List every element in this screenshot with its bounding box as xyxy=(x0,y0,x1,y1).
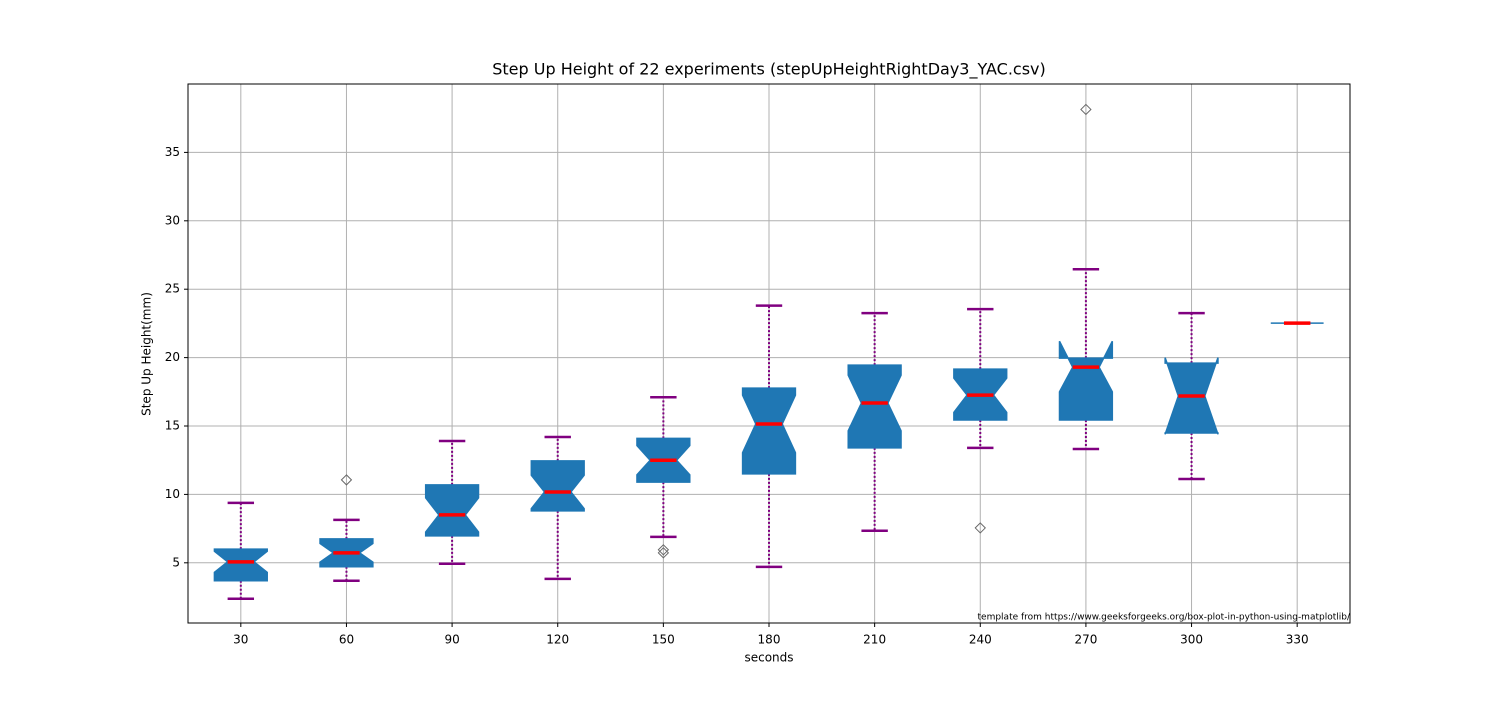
x-axis-label: seconds xyxy=(744,651,793,665)
outlier xyxy=(657,547,670,559)
x-tick-label: 90 xyxy=(444,633,459,647)
y-tick-label: 20 xyxy=(165,350,180,364)
x-tick-label: 150 xyxy=(652,633,675,647)
box xyxy=(213,548,268,582)
outlier xyxy=(657,544,670,556)
box xyxy=(741,387,797,475)
outlier xyxy=(974,522,986,534)
chart-title: Step Up Height of 22 experiments (stepUp… xyxy=(492,60,1046,80)
box xyxy=(424,484,480,537)
box xyxy=(530,460,585,512)
x-tick-label: 210 xyxy=(863,633,886,647)
x-tick-label: 120 xyxy=(546,633,569,647)
x-tick-label: 180 xyxy=(758,633,781,647)
x-tick-label: 270 xyxy=(1074,633,1097,647)
y-tick-label: 30 xyxy=(165,213,180,227)
box xyxy=(1058,340,1114,421)
outlier xyxy=(1080,103,1092,116)
plot-frame xyxy=(187,83,1351,624)
y-tick-label: 35 xyxy=(165,145,180,159)
y-tick-label: 10 xyxy=(165,487,180,501)
outlier xyxy=(340,474,353,486)
annotation: template from https://www.geeksforgeeks.… xyxy=(978,613,1351,623)
y-tick-label: 15 xyxy=(165,419,180,433)
y-tick-label: 25 xyxy=(165,282,180,296)
y-tick-label: 5 xyxy=(172,555,180,569)
x-tick-label: 300 xyxy=(1180,633,1203,647)
x-tick-label: 30 xyxy=(233,633,248,647)
box xyxy=(847,364,902,449)
y-axis-label: Step Up Height(mm) xyxy=(140,292,154,416)
x-tick-label: 60 xyxy=(339,633,354,647)
x-tick-label: 240 xyxy=(969,633,992,647)
x-tick-label: 330 xyxy=(1286,633,1309,647)
